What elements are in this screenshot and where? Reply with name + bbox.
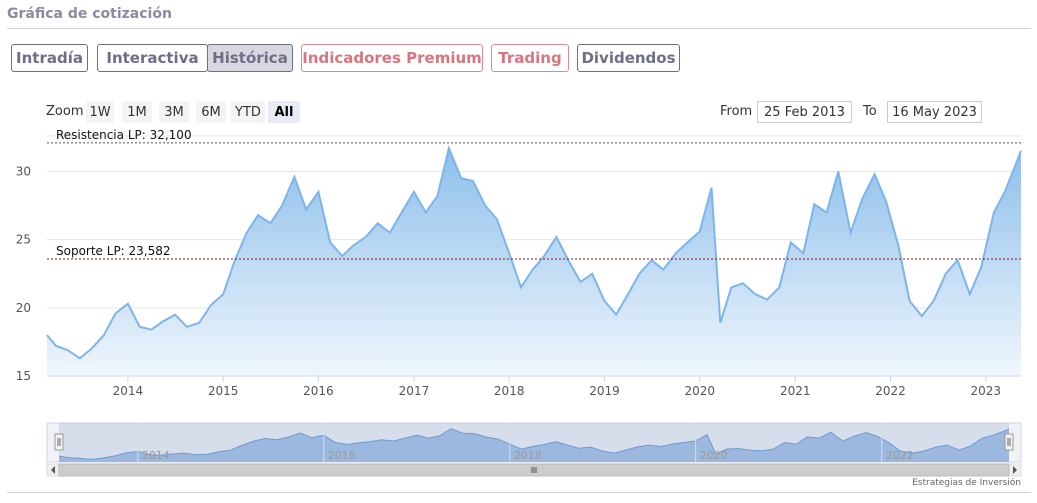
navigator-tick-label: 2016 [328, 449, 356, 462]
page-title: Gráfica de cotización [7, 6, 172, 22]
x-tick-label: 2020 [684, 384, 715, 398]
y-tick-label: 25 [16, 233, 31, 247]
x-tick-label: 2022 [875, 384, 906, 398]
zoom-label: Zoom [46, 104, 84, 119]
tab-dividendos[interactable]: Dividendos [577, 44, 680, 72]
zoom-1w-button[interactable]: 1W [86, 101, 114, 123]
x-tick-label: 2021 [780, 384, 811, 398]
support-label: Soporte LP: 23,582 [56, 244, 171, 258]
to-date-input[interactable]: 16 May 2023 [887, 101, 982, 123]
title-divider [7, 28, 1031, 29]
y-tick-label: 20 [16, 301, 31, 315]
zoom-all-button[interactable]: All [268, 101, 300, 123]
x-tick-label: 2023 [970, 384, 1001, 398]
navigator-tick-label: 2018 [514, 449, 542, 462]
x-tick-label: 2014 [113, 384, 144, 398]
tab-historica[interactable]: Histórica [207, 44, 293, 72]
from-date-input[interactable]: 25 Feb 2013 [757, 101, 852, 123]
navigator-tick-label: 2022 [886, 449, 914, 462]
navigator-mask [59, 423, 1009, 462]
x-tick-label: 2015 [208, 384, 239, 398]
x-tick-label: 2018 [494, 384, 525, 398]
scroll-right-arrow-icon[interactable] [1013, 466, 1017, 474]
y-tick-label: 30 [16, 164, 31, 178]
to-label: To [863, 104, 877, 119]
navigator-tick-label: 2020 [700, 449, 728, 462]
x-tick-label: 2016 [303, 384, 334, 398]
price-area [47, 148, 1021, 376]
navigator-right-handle[interactable] [1004, 433, 1014, 451]
navigator-area [59, 428, 1009, 462]
zoom-6m-button[interactable]: 6M [196, 101, 226, 123]
tab-interactiva[interactable]: Interactiva [97, 44, 208, 72]
zoom-ytd-button[interactable]: YTD [231, 101, 265, 123]
bottom-divider [7, 492, 1031, 493]
x-tick-label: 2019 [589, 384, 620, 398]
navigator-left-handle[interactable] [54, 433, 64, 451]
x-tick-label: 2017 [399, 384, 430, 398]
tab-trading[interactable]: Trading [491, 44, 569, 72]
from-label: From [720, 104, 753, 119]
price-line [46, 145, 1022, 360]
tab-indicadores-premium[interactable]: Indicadores Premium [301, 44, 483, 72]
navigator-tick-label: 2014 [142, 449, 170, 462]
navigator-line [58, 428, 1010, 460]
resistance-label: Resistencia LP: 32,100 [56, 128, 192, 142]
zoom-1m-button[interactable]: 1M [122, 101, 152, 123]
scroll-left-arrow-icon[interactable] [51, 466, 55, 474]
chart-credit: Estrategias de Inversión [912, 478, 1021, 488]
y-tick-label: 15 [16, 369, 31, 383]
tab-intradia[interactable]: Intradía [11, 44, 88, 72]
zoom-3m-button[interactable]: 3M [159, 101, 189, 123]
